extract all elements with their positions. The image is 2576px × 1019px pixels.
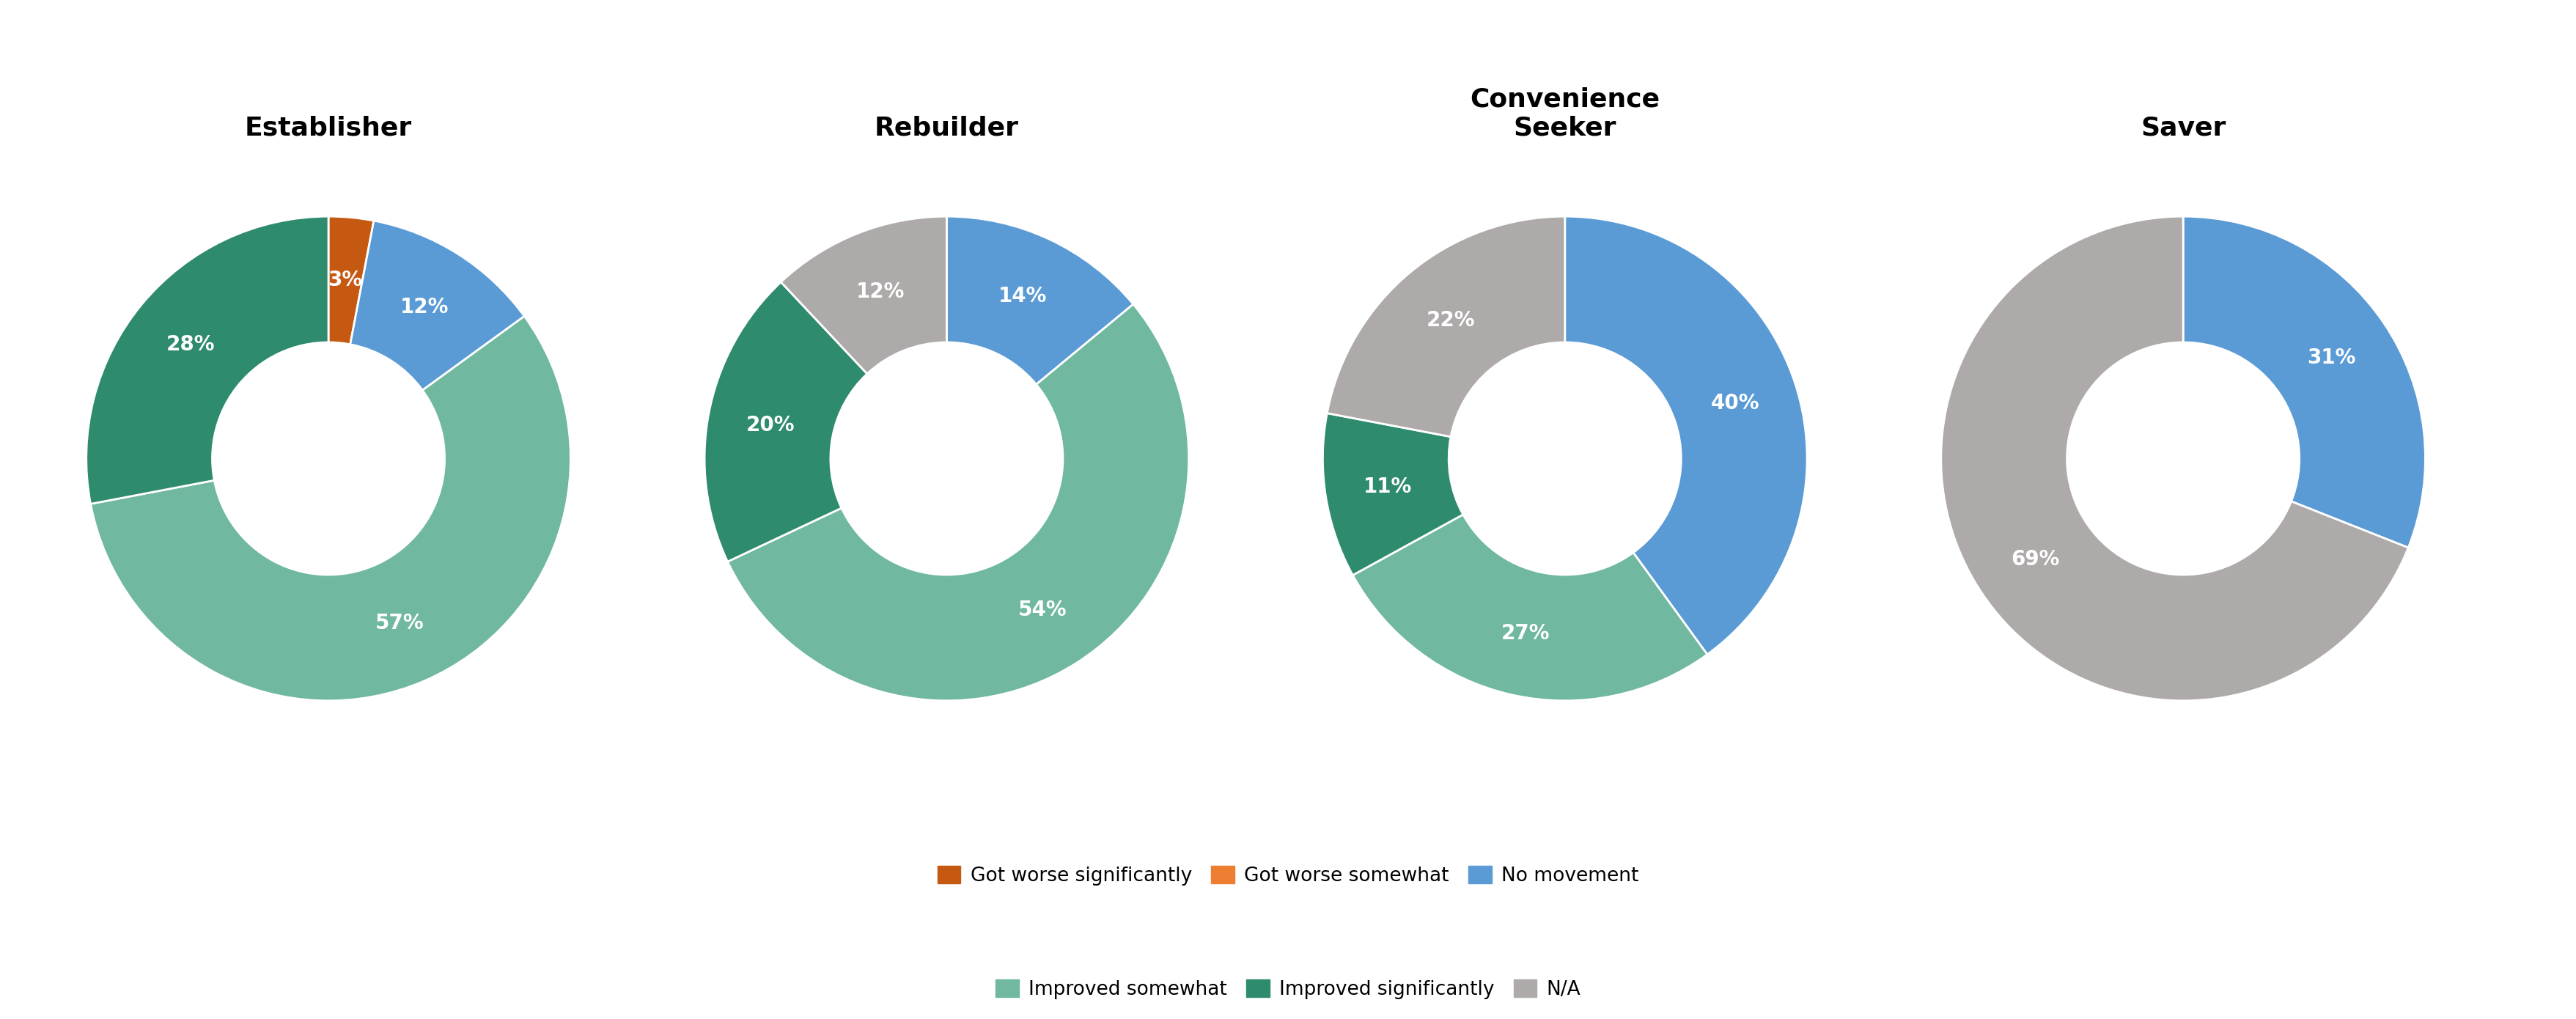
Legend: Improved somewhat, Improved significantly, N/A: Improved somewhat, Improved significantl…	[987, 972, 1589, 1007]
Text: 40%: 40%	[1710, 393, 1759, 414]
Wedge shape	[327, 216, 374, 344]
Text: 69%: 69%	[2012, 549, 2058, 570]
Title: Saver: Saver	[2141, 116, 2226, 141]
Wedge shape	[1564, 216, 1806, 654]
Text: 31%: 31%	[2308, 347, 2354, 368]
Text: 12%: 12%	[855, 281, 904, 303]
Text: 3%: 3%	[327, 270, 363, 290]
Wedge shape	[90, 316, 569, 701]
Text: 57%: 57%	[376, 612, 425, 633]
Title: Establisher: Establisher	[245, 116, 412, 141]
Wedge shape	[726, 305, 1188, 701]
Title: Rebuilder: Rebuilder	[873, 116, 1020, 141]
Wedge shape	[88, 216, 330, 504]
Text: 20%: 20%	[747, 415, 796, 435]
Text: 11%: 11%	[1363, 476, 1412, 497]
Title: Convenience
Seeker: Convenience Seeker	[1471, 87, 1659, 141]
Wedge shape	[1324, 413, 1463, 575]
Text: 12%: 12%	[399, 297, 448, 318]
Wedge shape	[1327, 216, 1566, 437]
Wedge shape	[350, 221, 526, 390]
Text: 27%: 27%	[1502, 624, 1551, 644]
Text: 14%: 14%	[999, 286, 1048, 307]
Text: 28%: 28%	[165, 334, 214, 355]
Wedge shape	[1942, 216, 2409, 701]
Wedge shape	[2182, 216, 2424, 547]
Wedge shape	[781, 216, 948, 374]
Wedge shape	[945, 216, 1133, 384]
Text: 22%: 22%	[1427, 310, 1476, 331]
Wedge shape	[1352, 515, 1708, 701]
Text: 54%: 54%	[1018, 599, 1066, 621]
Wedge shape	[706, 282, 868, 561]
